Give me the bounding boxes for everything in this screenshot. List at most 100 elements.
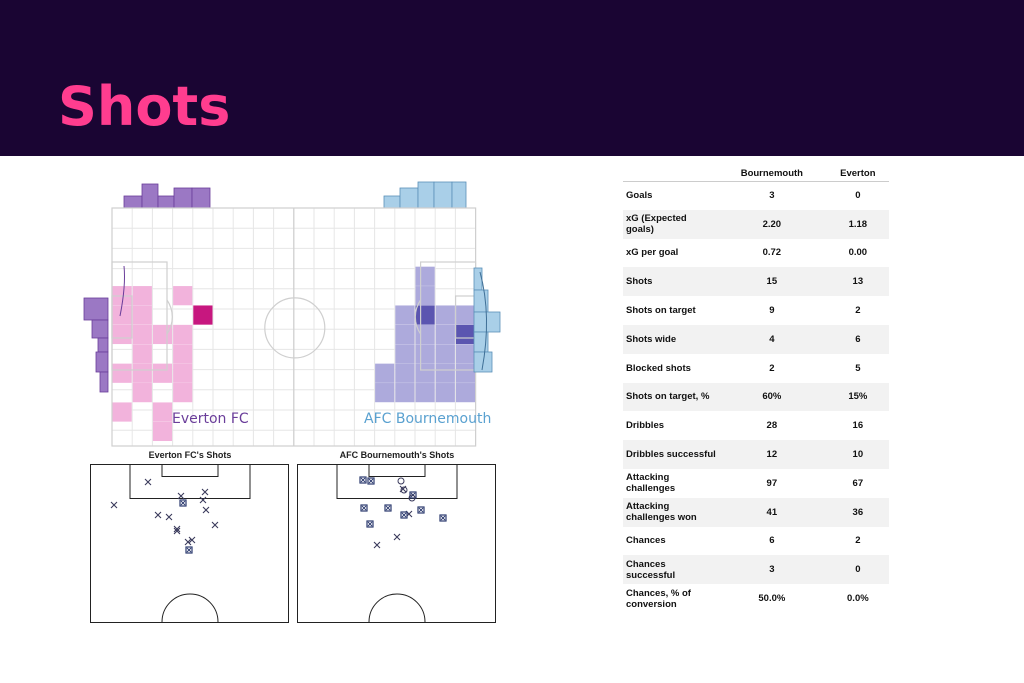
table-row: xG (Expected goals) 2.20 1.18 — [623, 209, 889, 239]
shot-marker-miss — [202, 506, 210, 514]
shot-marker-blocked — [397, 477, 405, 485]
table-row: Shots 15 13 — [623, 267, 889, 297]
heat-cell — [112, 402, 132, 422]
heat-cell — [435, 344, 455, 364]
stat-bournemouth: 3 — [769, 190, 775, 202]
stat-everton: 10 — [826, 440, 889, 469]
table-row: Shots on target 9 2 — [623, 296, 889, 325]
histogram-bar — [417, 181, 435, 209]
heat-cell — [415, 305, 435, 325]
shot-marker-blocked — [400, 486, 408, 494]
shot-marker-miss — [201, 488, 209, 496]
histogram-bar — [97, 337, 109, 353]
table-row: xG per goal 0.72 0.00 — [623, 239, 889, 268]
shot-marker-miss — [173, 525, 181, 533]
stat-bournemouth: 60% — [717, 382, 827, 412]
histogram-bar — [99, 371, 109, 393]
bournemouth-label: AFC Bournemouth — [364, 411, 491, 427]
stat-everton: 6 — [826, 324, 889, 354]
shot-marker-cross — [180, 500, 186, 506]
shot-marker-cross — [401, 512, 407, 518]
stat-everton: 1.18 — [826, 209, 889, 239]
table-row: Dribbles 28 16 — [623, 411, 889, 440]
stat-everton: 0.0% — [847, 593, 869, 605]
table-row: Chances 6 2 — [623, 527, 889, 556]
heat-cell — [132, 344, 152, 364]
stat-bournemouth: 6 — [769, 535, 775, 547]
heat-cell — [132, 305, 152, 325]
heat-cell — [375, 363, 395, 383]
histogram-bar — [91, 319, 109, 339]
table-row: Chances, % of conversion 50.0% 0.0% — [623, 584, 889, 613]
stat-label: Shots wide — [623, 324, 717, 354]
shot-marker-miss — [177, 492, 185, 500]
shot-marker-miss — [211, 521, 219, 529]
shot-marker-cross — [418, 507, 424, 513]
histogram-bar — [141, 183, 159, 209]
table-row: Goals 3 0 — [623, 181, 889, 210]
bournemouth-shotmap-pitch — [297, 464, 496, 623]
heat-cell — [435, 324, 455, 345]
stat-everton: 2 — [855, 535, 861, 547]
histogram-bar — [83, 297, 109, 321]
heat-cell — [173, 324, 193, 345]
table-row: Attacking challenges 97 67 — [623, 469, 889, 498]
heat-cell — [173, 344, 193, 364]
stat-bournemouth: 50.0% — [758, 593, 786, 605]
heat-cell — [132, 383, 152, 403]
stat-everton: 0 — [855, 190, 861, 202]
shot-marker-miss — [393, 533, 401, 541]
left-penalty-arc — [166, 299, 173, 335]
table-row: Shots wide 4 6 — [623, 324, 889, 354]
stat-label: Attacking challenges won — [623, 497, 717, 527]
heat-cell — [112, 305, 132, 325]
heat-cell — [152, 421, 173, 442]
shot-marker-cross — [360, 477, 366, 483]
shot-marker-cross — [367, 521, 373, 527]
stats-header-bournemouth: Bournemouth — [717, 166, 827, 182]
table-row: Chances successful 3 0 — [623, 555, 889, 585]
match-stats-table: Bournemouth Everton Goals 3 0 xG (Expected … — [623, 166, 889, 613]
heat-cell — [112, 363, 132, 383]
stat-bournemouth: 3 — [717, 555, 827, 585]
heat-cell — [395, 305, 415, 325]
table-row: Attacking challenges won 41 36 — [623, 497, 889, 527]
stat-bournemouth: 28 — [766, 420, 778, 432]
heat-cell — [435, 363, 455, 383]
stat-bournemouth: 2 — [769, 362, 775, 374]
histogram-bar — [383, 195, 401, 209]
heat-cell — [132, 286, 152, 306]
shot-marker-cross — [361, 505, 367, 511]
heat-cell — [132, 363, 152, 383]
heat-cell — [415, 286, 435, 306]
heat-cell — [132, 324, 152, 345]
histogram-bar — [191, 187, 211, 209]
heat-cell — [455, 324, 476, 345]
stat-bournemouth: 4 — [717, 324, 827, 354]
stat-label: Dribbles successful — [623, 440, 717, 469]
shot-marker-cross — [186, 547, 192, 553]
heat-cell — [455, 383, 476, 403]
bournemouth-side-histogram — [473, 267, 501, 373]
stat-everton: 36 — [826, 497, 889, 527]
histogram-bar — [451, 181, 467, 209]
shot-marker-miss — [184, 538, 192, 546]
everton-shotmap-pitch — [90, 464, 289, 623]
stat-label: Chances — [626, 535, 666, 547]
stat-bournemouth: 97 — [766, 477, 778, 489]
histogram-bar — [157, 195, 175, 209]
histogram-bar — [433, 181, 453, 209]
density-curve — [119, 265, 125, 317]
stat-label: Attacking challenges — [626, 472, 676, 495]
left-six-yard-box — [111, 295, 133, 339]
stat-bournemouth: 41 — [717, 497, 827, 527]
everton-shotmap-title: Everton FC's Shots — [148, 450, 232, 460]
page-title: Shots — [58, 75, 231, 138]
stat-everton: 2 — [855, 305, 861, 317]
stat-label: xG (Expected goals) — [623, 209, 717, 239]
heat-cell — [455, 344, 476, 364]
shot-marker-miss — [144, 478, 152, 486]
stat-label: Shots on target, % — [623, 382, 717, 412]
table-row: Shots on target, % 60% 15% — [623, 382, 889, 412]
heat-cell — [112, 324, 132, 345]
